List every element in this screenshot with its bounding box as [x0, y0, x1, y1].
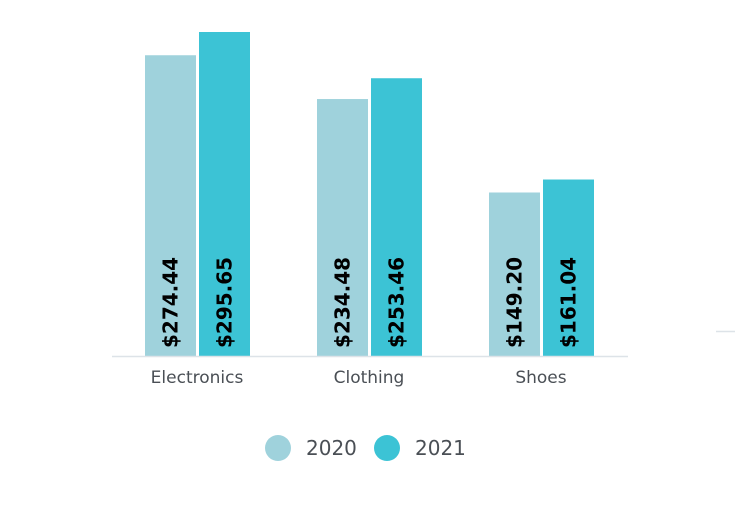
legend-item-2021[interactable]: 2021 — [374, 435, 466, 461]
legend-swatch-2020 — [265, 435, 291, 461]
category-labels-layer: Electronics Clothing Shoes — [151, 368, 567, 388]
category-label-clothing: Clothing — [334, 368, 405, 388]
bar-clothing-2020[interactable] — [317, 99, 368, 356]
value-label-shoes-2021: $161.04 — [557, 257, 581, 348]
value-label-clothing-2021: $253.46 — [385, 257, 409, 348]
legend-label-2021: 2021 — [415, 436, 466, 460]
category-label-electronics: Electronics — [151, 368, 244, 388]
legend-label-2020: 2020 — [306, 436, 357, 460]
value-label-electronics-2021: $295.65 — [213, 257, 237, 348]
bar-electronics-2020[interactable] — [145, 55, 196, 356]
bars-layer — [145, 32, 594, 356]
bar-shoes-2021[interactable] — [543, 179, 594, 356]
bar-electronics-2021[interactable] — [199, 32, 250, 356]
legend-swatch-2021 — [374, 435, 400, 461]
value-label-electronics-2020: $274.44 — [159, 257, 183, 348]
value-label-clothing-2020: $234.48 — [331, 257, 355, 348]
legend[interactable]: 2020 2021 — [265, 435, 466, 461]
legend-item-2020[interactable]: 2020 — [265, 435, 357, 461]
value-labels-layer: $274.44 $295.65 $234.48 $253.46 $149.20 $161.… — [159, 257, 581, 348]
bar-clothing-2021[interactable] — [371, 78, 422, 356]
category-label-shoes: Shoes — [515, 368, 566, 388]
value-label-shoes-2020: $149.20 — [503, 257, 527, 348]
bar-shoes-2020[interactable] — [489, 192, 540, 356]
